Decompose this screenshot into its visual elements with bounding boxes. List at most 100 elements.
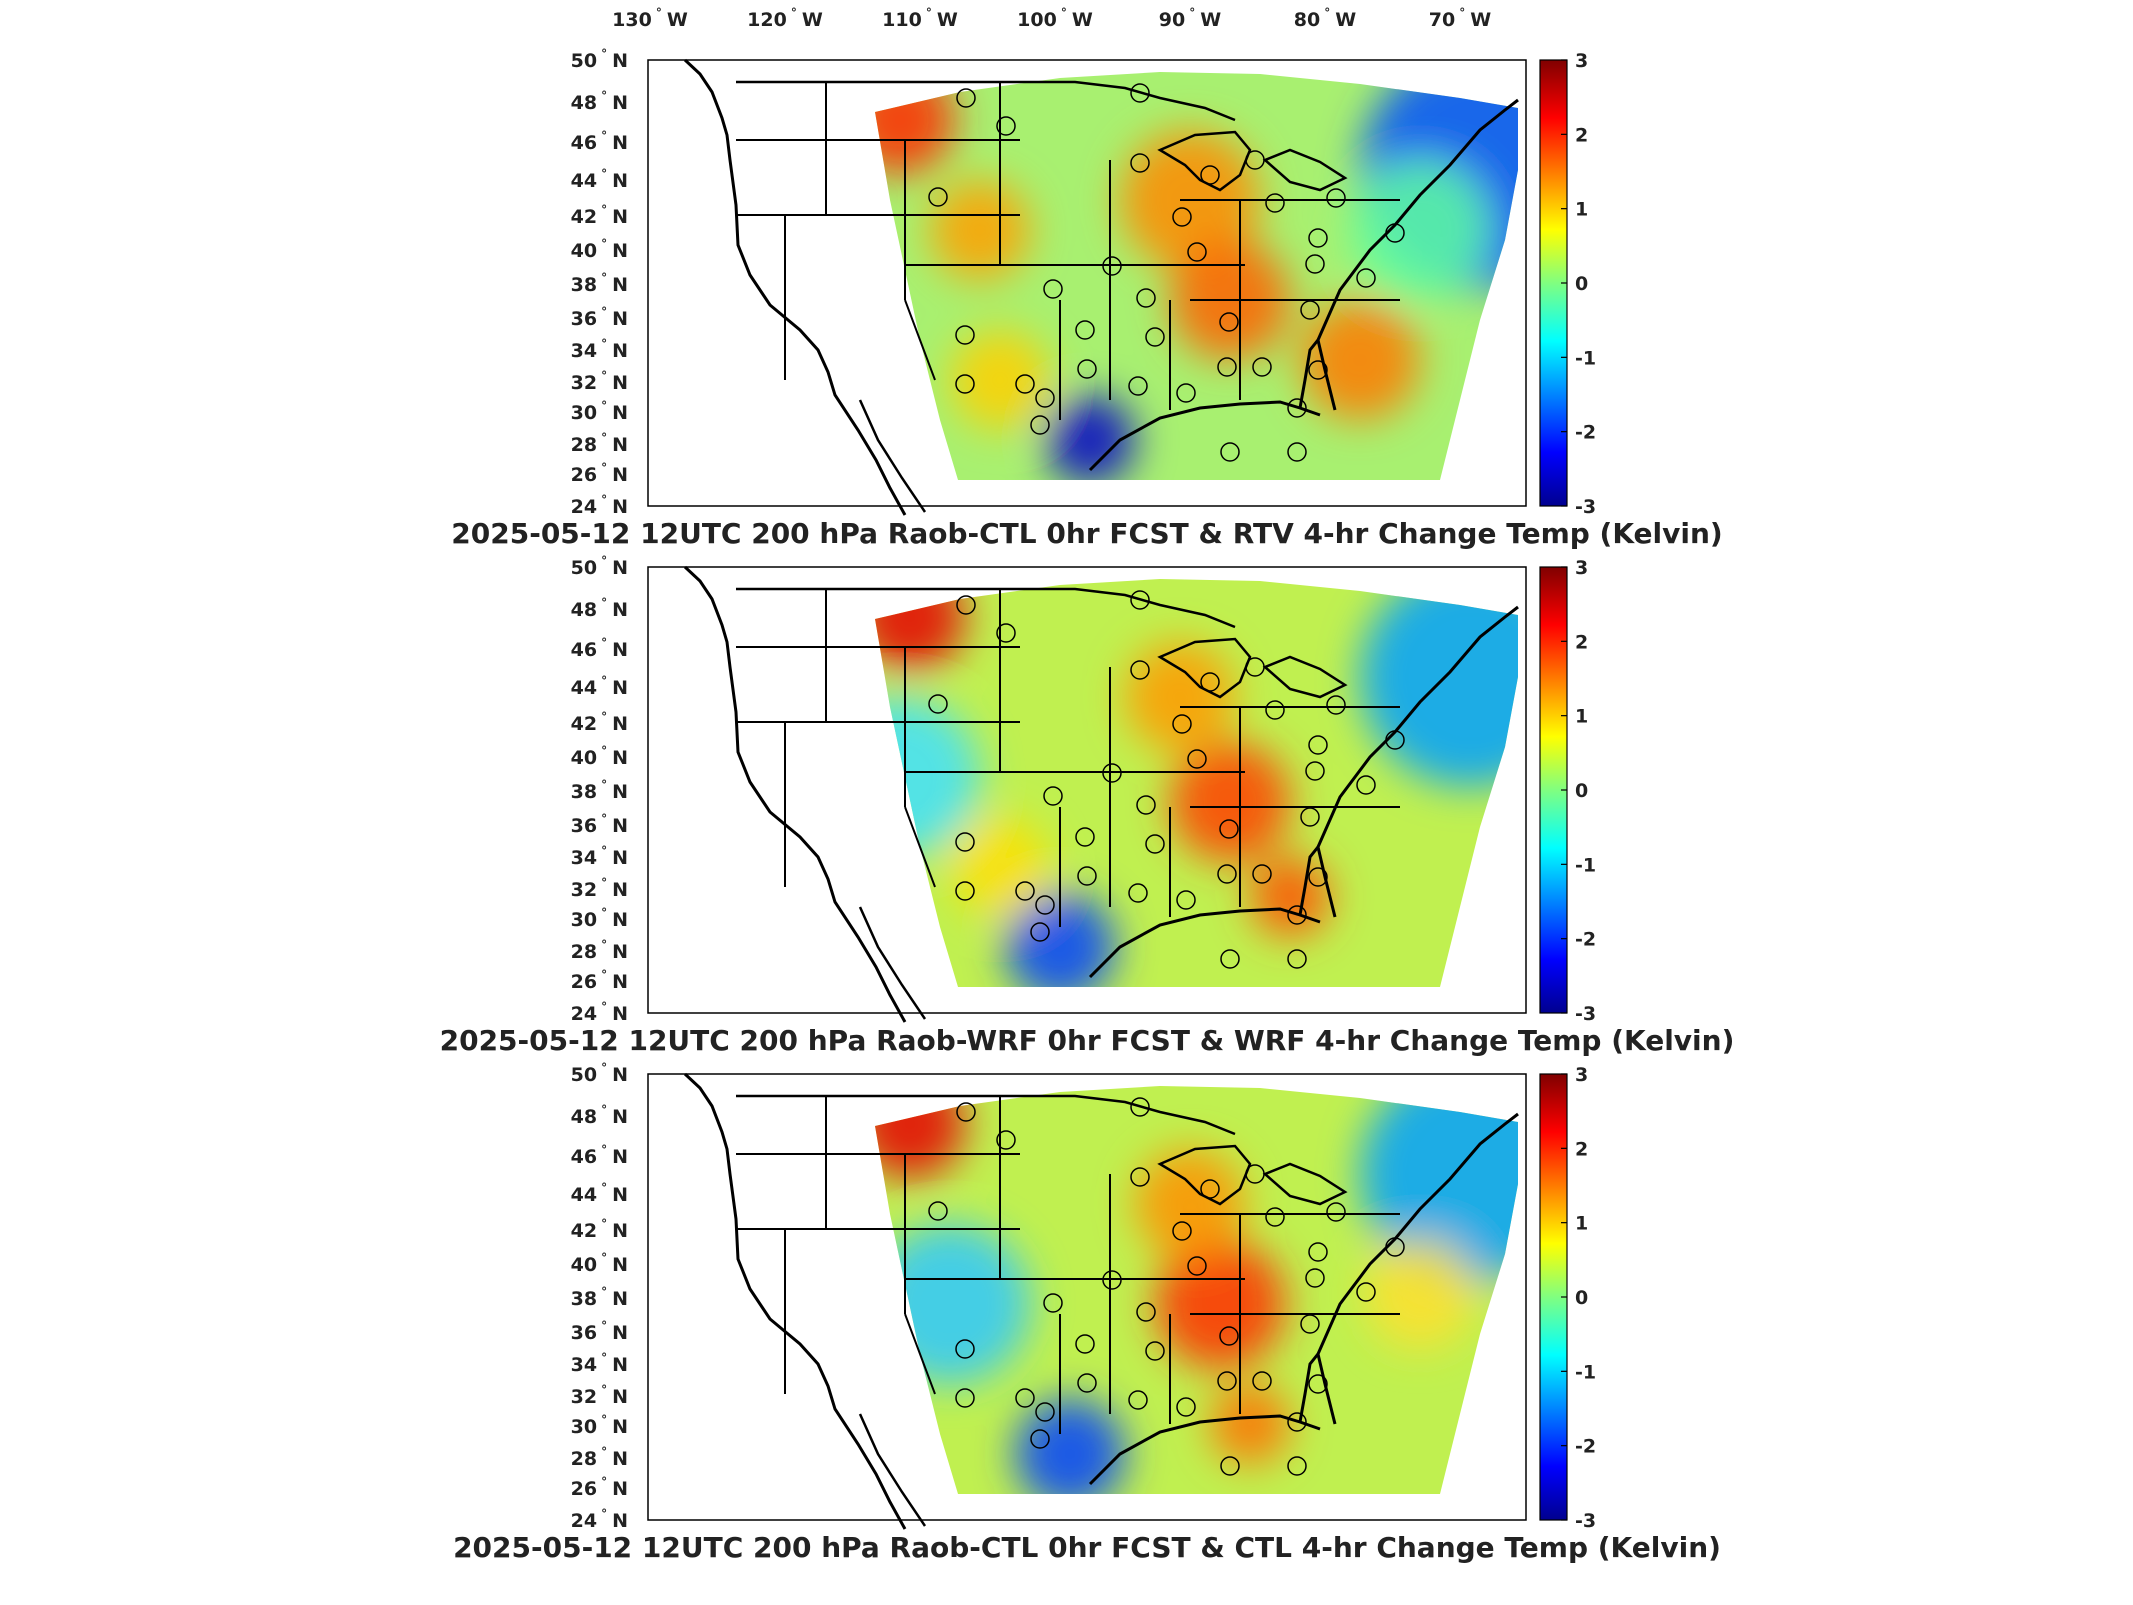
lat-label: 26 ° N [571,1475,628,1500]
station-marker [1217,357,1237,377]
station-marker [955,881,975,901]
station-marker [1172,714,1192,734]
lon-label: 90 ° W [1159,6,1221,31]
lat-label: 32 ° N [571,369,628,394]
lat-label: 30 ° N [571,1413,628,1438]
panel-title: 2025-05-12 12UTC 200 hPa Raob-WRF 0hr FC… [440,1024,1735,1057]
lat-label: 24 ° N [571,493,628,518]
svg-text:100°W: 100 ° W [1017,6,1093,31]
svg-text:90°W: 90 ° W [1159,6,1221,31]
colorbar: 3 2 1 0 -1 -2 -3 [1539,50,1596,518]
map-panel: 50 ° N 48 ° N 46 ° N 44 ° N 42 ° N 40 ° N 38 ° N 36 ° N 34 ° N 32 ° N… [440,554,1735,1057]
station-marker [1385,730,1405,750]
station-marker [1308,1374,1328,1394]
station-marker [1356,1282,1376,1302]
station-marker [1200,1179,1220,1199]
station-marker [1128,883,1148,903]
station-marker [1287,398,1307,418]
lat-label: 24 ° N [571,1000,628,1025]
lat-label: 44 ° N [571,167,628,192]
lat-label: 40 ° N [571,237,628,262]
station-marker [1035,1402,1055,1422]
station-marker [1130,590,1150,610]
station-marker [1305,761,1325,781]
lat-label: 38 ° N [571,271,628,296]
station-marker [1300,807,1320,827]
station-marker [1130,1167,1150,1187]
station-marker [1385,223,1405,243]
colorbar-tick-label: 3 [1575,50,1588,72]
lat-label: 34 ° N [571,337,628,362]
lat-label: 30 ° N [571,906,628,931]
station-marker [956,1102,976,1122]
lon-label: 80 ° W [1294,6,1356,31]
lon-label: 120 ° W [747,6,823,31]
raob-stations [928,83,1405,462]
station-marker [1252,1371,1272,1391]
station-marker [1030,922,1050,942]
colorbar-tick-label: 2 [1575,124,1588,146]
colorbar-tick-label: 3 [1575,557,1588,579]
lat-label: 34 ° N [571,844,628,869]
station-marker [1219,819,1239,839]
lat-label: 36 ° N [571,812,628,837]
colorbar-tick-label: -2 [1575,1436,1596,1458]
lat-label: 30 ° N [571,399,628,424]
map-frame [647,1073,1527,1521]
colorbar-tick-label: -3 [1575,1003,1596,1025]
station-marker [1187,1256,1207,1276]
station-marker [1300,300,1320,320]
colorbar-tick-label: -2 [1575,929,1596,951]
station-marker [1030,415,1050,435]
station-marker [1326,695,1346,715]
station-marker [1015,374,1035,394]
station-marker [1128,1390,1148,1410]
station-marker [1043,786,1063,806]
station-marker [1219,312,1239,332]
colorbar-tick-label: 0 [1575,1287,1588,1309]
lat-label: 50 ° N [571,1061,628,1086]
station-marker [1308,735,1328,755]
station-marker [1077,359,1097,379]
station-marker [1245,150,1265,170]
colorbar-tick-label: 1 [1575,706,1588,728]
temperature-field [875,1086,1518,1494]
station-marker [1130,83,1150,103]
colorbar-tick-label: -1 [1575,347,1596,369]
raob-stations [928,590,1405,969]
station-marker [1217,864,1237,884]
station-marker [1245,657,1265,677]
lat-label: 32 ° N [571,1383,628,1408]
station-marker [955,832,975,852]
lat-label: 44 ° N [571,1181,628,1206]
station-marker [928,694,948,714]
map-frame [647,59,1527,507]
map-frame [647,566,1527,1014]
station-marker [1219,1326,1239,1346]
station-marker [1015,1388,1035,1408]
lat-label: 28 ° N [571,1445,628,1470]
station-marker [1136,288,1156,308]
raob-stations [928,1097,1405,1476]
station-marker [1035,388,1055,408]
map-panel: 50 ° N 48 ° N 46 ° N 44 ° N 42 ° N 40 ° N 38 ° N 36 ° N 34 ° N 32 ° N… [451,47,1722,550]
station-marker [955,1339,975,1359]
colorbar-tick-label: 2 [1575,631,1588,653]
colorbar: 3 2 1 0 -1 -2 -3 [1539,1064,1596,1532]
colorbar-tick-label: -1 [1575,854,1596,876]
colorbar-tick-label: 2 [1575,1138,1588,1160]
lat-label: 48 ° N [571,89,628,114]
station-marker [1385,1237,1405,1257]
lon-label: 110 ° W [882,6,958,31]
station-marker [1102,256,1122,276]
station-marker [1287,905,1307,925]
lat-label: 28 ° N [571,938,628,963]
station-marker [1172,207,1192,227]
svg-text:130°W: 130 ° W [612,6,688,31]
station-marker [1287,1456,1307,1476]
panel-title: 2025-05-12 12UTC 200 hPa Raob-CTL 0hr FC… [453,1531,1721,1564]
lat-label: 44 ° N [571,674,628,699]
station-marker [996,1130,1016,1150]
station-marker [1172,1221,1192,1241]
station-marker [1220,949,1240,969]
